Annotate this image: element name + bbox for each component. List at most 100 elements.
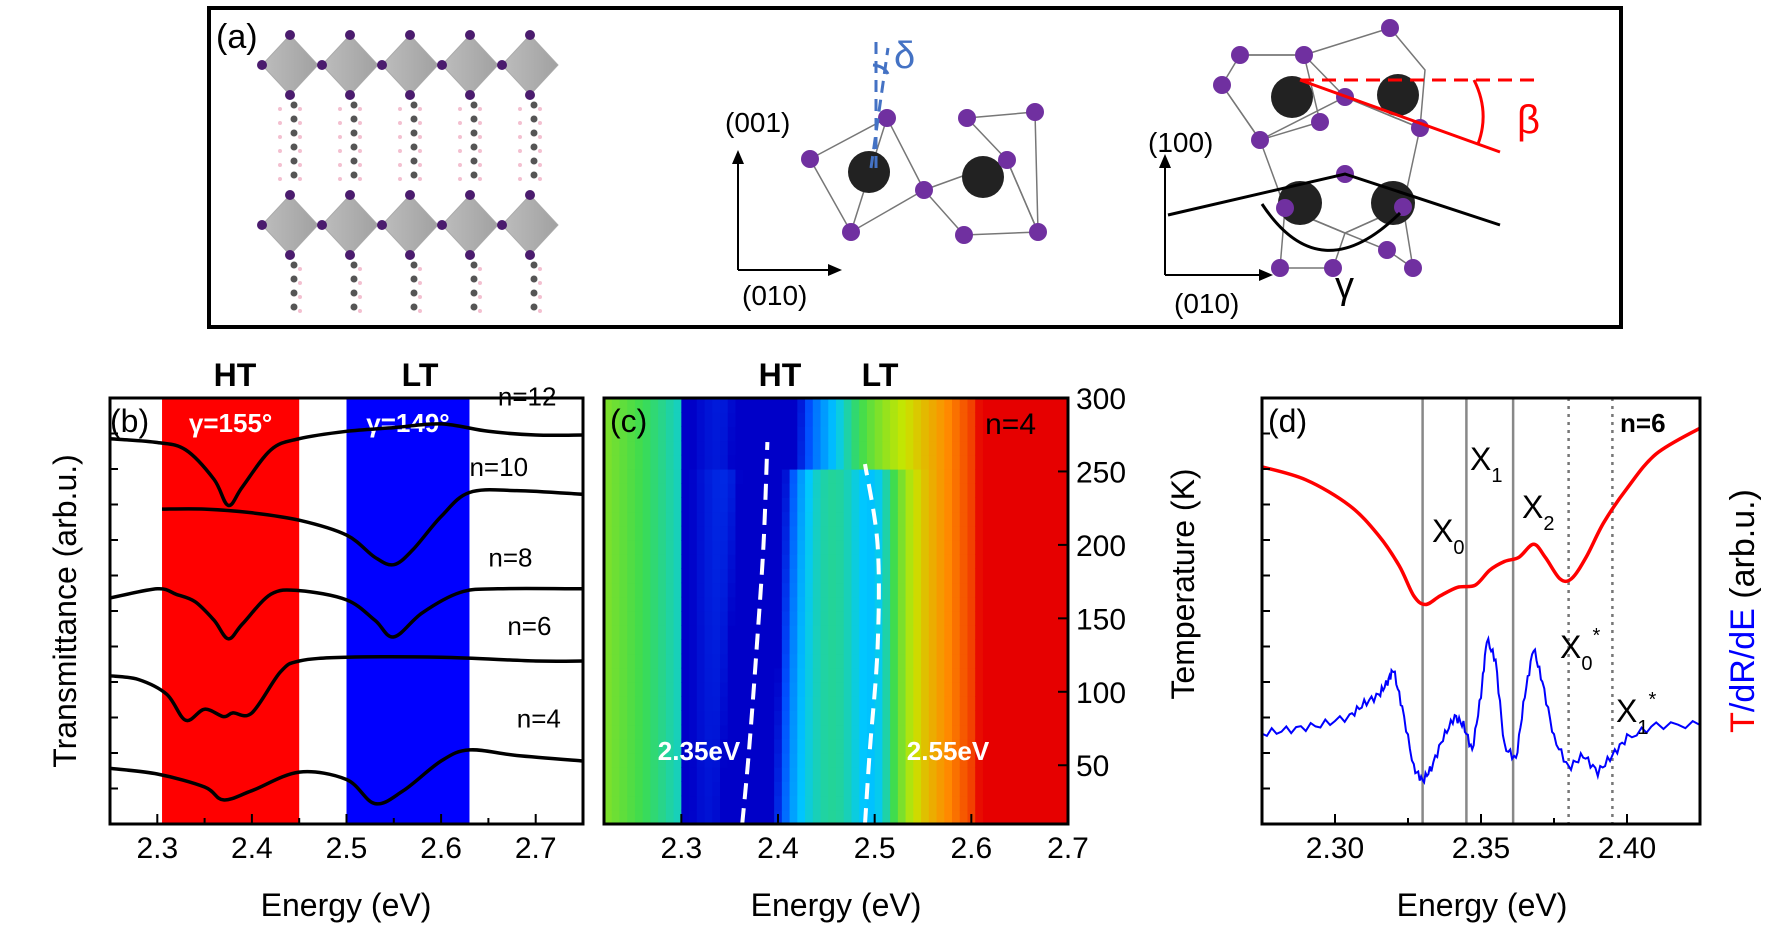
heatmap-cell <box>604 639 613 655</box>
heatmap-cell <box>1021 568 1030 584</box>
heatmap-cell <box>642 412 651 427</box>
heatmap-cell <box>820 653 829 669</box>
heatmap-cell <box>905 568 914 584</box>
heatmap-cell <box>665 568 675 584</box>
heatmap-cell <box>681 497 690 513</box>
heatmap-cell <box>743 454 752 470</box>
heatmap-cell <box>828 781 837 797</box>
heatmap-cell <box>928 710 938 726</box>
heatmap-cell <box>1006 667 1015 683</box>
heatmap-cell <box>750 412 760 427</box>
heatmap-cell <box>750 469 760 484</box>
heatmap-cell <box>673 625 682 640</box>
heatmap-cell <box>1013 540 1023 555</box>
heatmap-cell <box>735 611 744 626</box>
heatmap-cell <box>851 809 860 825</box>
carbon-atom <box>410 289 418 297</box>
heatmap-cell <box>851 497 860 513</box>
heatmap-cell <box>1021 653 1030 669</box>
heatmap-cell <box>673 483 682 498</box>
heatmap-cell <box>727 554 737 569</box>
heatmap-cell <box>820 398 829 413</box>
heatmap-cell <box>859 412 868 427</box>
heatmap-cell <box>712 426 721 442</box>
series-line-n=8 <box>110 586 583 641</box>
heatmap-cell <box>928 738 938 754</box>
heatmap-cell <box>967 738 976 754</box>
heatmap-cell <box>1044 667 1054 683</box>
heatmap-cell <box>673 738 682 754</box>
heatmap-cell <box>704 596 713 612</box>
heatmap-cell <box>627 653 636 669</box>
heatmap-cell <box>704 696 713 711</box>
heatmap-cell <box>720 767 729 782</box>
heatmap-cell <box>642 469 651 484</box>
heatmap-cell <box>1052 582 1061 598</box>
heatmap-cell <box>990 511 999 527</box>
heatmap-cell <box>905 412 914 427</box>
heatmap-cell <box>634 653 644 669</box>
heatmap-cell <box>859 781 868 797</box>
heatmap-cell <box>681 568 690 584</box>
heatmap-cell <box>681 582 690 598</box>
heatmap-cell <box>758 625 767 640</box>
heatmap-cell <box>820 497 829 513</box>
heatmap-cell <box>967 653 976 669</box>
heatmap-cell <box>944 682 953 697</box>
heatmap-cell <box>704 611 713 626</box>
heatmap-cell <box>1021 469 1030 484</box>
heatmap-cell <box>998 440 1007 456</box>
heatmap-cell <box>890 412 899 427</box>
heatmap-cell <box>998 625 1007 640</box>
heatmap-cell <box>712 398 721 413</box>
heatmap-cell <box>1052 454 1061 470</box>
heatmap-cell <box>634 440 644 456</box>
iodine-atom <box>405 30 415 40</box>
heatmap-cell <box>720 724 729 740</box>
heatmap-cell <box>897 426 907 442</box>
heatmap-cell <box>766 426 775 442</box>
heatmap-cell <box>913 767 922 782</box>
heatmap-cell <box>704 795 713 811</box>
heatmap-cell <box>604 469 613 484</box>
heatmap-cell <box>1052 809 1061 825</box>
heatmap-cell <box>828 497 837 513</box>
heatmap-cell <box>627 398 636 413</box>
heatmap-cell <box>897 738 907 754</box>
heatmap-cell <box>944 639 953 655</box>
heatmap-cell <box>735 426 744 442</box>
heatmap-cell <box>1013 625 1023 640</box>
heatmap-cell <box>812 582 822 598</box>
heatmap-cell <box>874 625 883 640</box>
heatmap-cell <box>990 667 999 683</box>
heatmap-cell <box>836 625 845 640</box>
heatmap-cell <box>642 696 651 711</box>
hydrogen-atom <box>518 149 522 153</box>
axis-010-label: (010) <box>742 280 807 311</box>
heatmap-cell <box>766 738 775 754</box>
heatmap-cell <box>805 426 814 442</box>
heatmap-cell <box>735 738 744 754</box>
hydrogen-atom <box>518 121 522 125</box>
heatmap-cell <box>1037 738 1046 754</box>
heatmap-cell <box>1044 554 1054 569</box>
heatmap-cell <box>1052 639 1061 655</box>
heatmap-cell <box>967 667 976 683</box>
heatmap-cell <box>735 454 744 470</box>
heatmap-cell <box>998 426 1007 442</box>
heatmap-cell <box>1037 469 1046 484</box>
heatmap-cell <box>866 611 876 626</box>
dashed-line-ht <box>740 442 770 825</box>
heatmap-cell <box>944 767 953 782</box>
heatmap-cell <box>696 696 706 711</box>
heatmap-cell <box>928 653 938 669</box>
heatmap-cell <box>627 767 636 782</box>
heatmap-cell <box>982 554 992 569</box>
heatmap-cell <box>936 710 945 726</box>
hydrogen-atom <box>418 177 422 181</box>
heatmap-cell <box>781 554 791 569</box>
heatmap-cell <box>673 426 682 442</box>
heatmap-cell <box>712 611 721 626</box>
heatmap-cell <box>828 625 837 640</box>
heatmap-cell <box>990 781 999 797</box>
